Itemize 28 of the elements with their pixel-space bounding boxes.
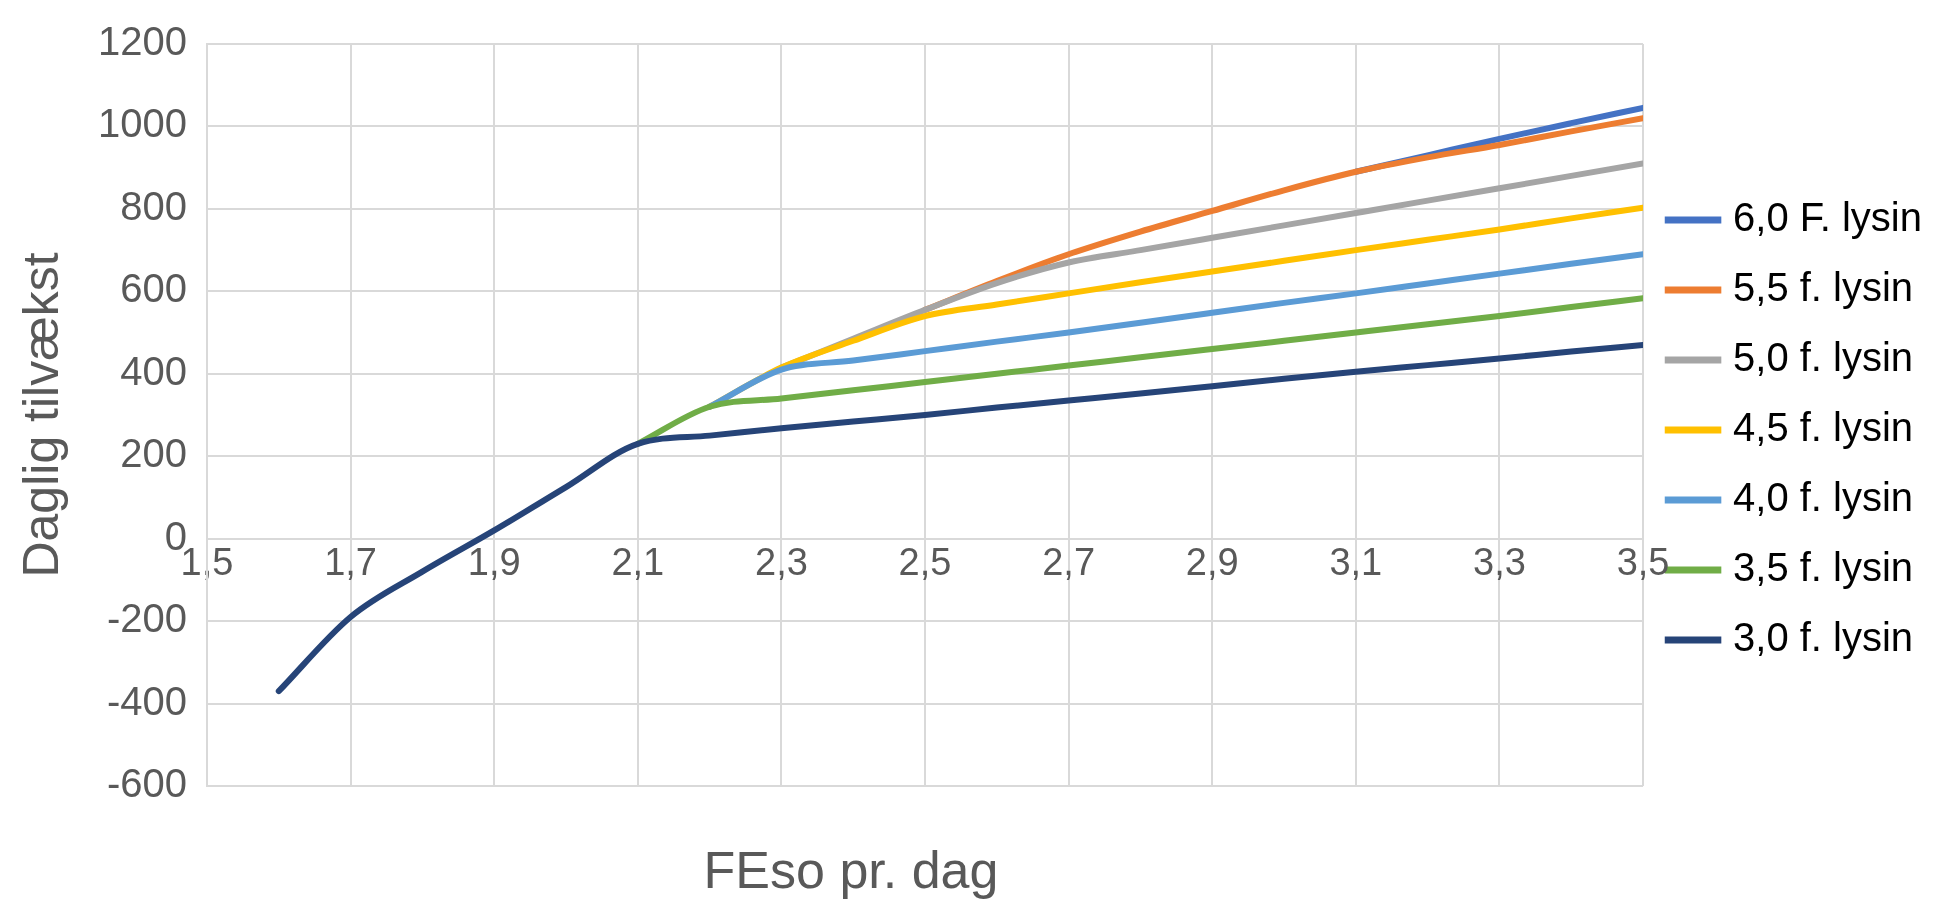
legend-label: 5,0 f. lysin [1733, 335, 1914, 380]
legend-label: 3,0 f. lysin [1733, 615, 1914, 660]
y-tick-label: 200 [120, 431, 187, 476]
x-tick-label: 2,7 [1042, 540, 1096, 583]
x-tick-label: 3,1 [1329, 540, 1383, 583]
legend-label: 4,0 f. lysin [1733, 475, 1914, 520]
x-tick-label: 3,5 [1616, 540, 1670, 583]
x-tick-label: 2,9 [1185, 540, 1239, 583]
y-tick-label: 600 [120, 266, 187, 311]
y-axis-title: Daglig tilvækst [12, 252, 69, 578]
x-tick-label: 2,1 [611, 540, 665, 583]
y-tick-label: 800 [120, 183, 187, 228]
x-tick-label: 1,7 [324, 540, 377, 583]
y-tick-label: -400 [106, 678, 187, 723]
x-tick-label: 2,5 [898, 540, 952, 583]
y-tick-label: 1200 [98, 19, 187, 64]
legend-label: 5,5 f. lysin [1733, 265, 1914, 310]
y-tick-label: -200 [106, 596, 187, 641]
legend-label: 3,5 f. lysin [1733, 545, 1914, 590]
legend-label: 6,0 F. lysin [1733, 195, 1922, 240]
x-tick-label: 3,3 [1473, 540, 1526, 583]
y-tick-label: -600 [106, 761, 187, 806]
x-axis-title: FEso pr. dag [702, 840, 1000, 900]
y-tick-label: 1000 [98, 101, 187, 146]
legend-label: 4,5 f. lysin [1733, 405, 1914, 450]
x-tick-label: 2,3 [754, 540, 808, 583]
y-tick-label: 400 [120, 348, 187, 393]
x-tick-label: 1,9 [467, 540, 521, 583]
